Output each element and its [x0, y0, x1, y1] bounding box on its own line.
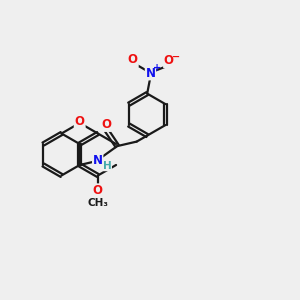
Text: −: − [172, 51, 180, 62]
Text: N: N [93, 154, 103, 167]
Text: N: N [146, 67, 155, 80]
Text: O: O [93, 184, 103, 197]
Text: CH₃: CH₃ [87, 197, 108, 208]
Text: O: O [128, 53, 138, 67]
Text: O: O [75, 115, 85, 128]
Text: O: O [101, 118, 111, 131]
Text: H: H [103, 161, 112, 171]
Text: +: + [153, 63, 161, 73]
Text: O: O [164, 54, 174, 68]
